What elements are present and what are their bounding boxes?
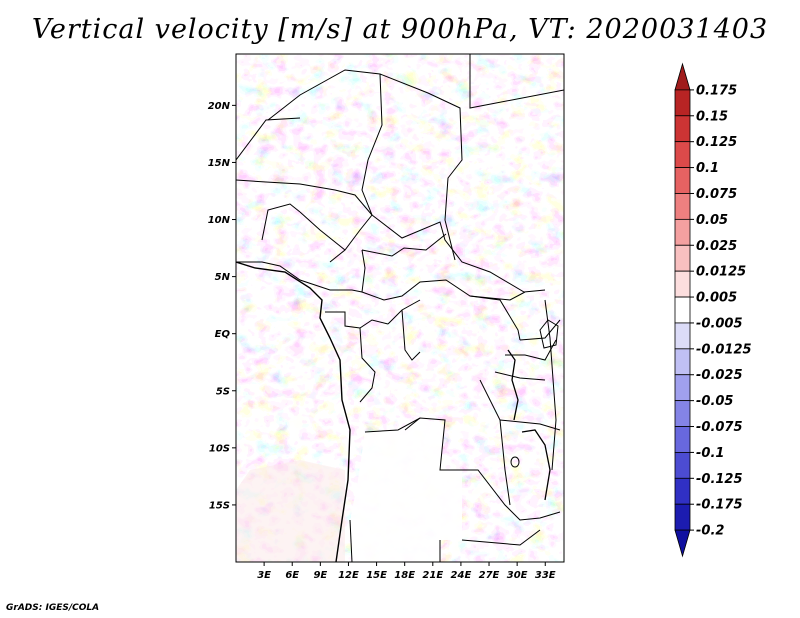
lon-label: 33E <box>535 570 556 581</box>
lat-label: 20N <box>208 101 231 112</box>
colorbar-label: -0.2 <box>696 524 724 539</box>
lon-label: 12E <box>338 570 359 581</box>
lon-label: 21E <box>422 570 443 581</box>
lon-label: 6E <box>285 570 299 581</box>
map-title: Vertical velocity [m/s] at 900hPa, VT: 2… <box>31 14 769 45</box>
colorbar-label: -0.075 <box>696 420 743 435</box>
colorbar-swatch <box>674 503 691 531</box>
colorbar-label: -0.05 <box>696 394 733 409</box>
lat-label: 15N <box>208 158 231 169</box>
colorbar-label: -0.005 <box>696 316 743 331</box>
colorbar-label: 0.025 <box>696 239 737 254</box>
colorbar-label: -0.0125 <box>696 342 752 357</box>
colorbar-label: -0.125 <box>696 472 743 487</box>
colorbar: 0.175 0.15 0.125 0.1 0.075 0.05 0.025 0.0125 0.0… <box>674 62 752 558</box>
lon-label: 30E <box>507 570 528 581</box>
colorbar-swatch <box>674 529 691 558</box>
lat-label: 10S <box>209 443 230 454</box>
country-borders <box>236 54 564 562</box>
colorbar-swatch <box>674 89 691 117</box>
colorbar-swatch <box>674 244 691 272</box>
lon-label: 3E <box>257 570 271 581</box>
colorbar-label: 0.175 <box>696 83 737 98</box>
velocity-field <box>236 54 564 562</box>
colorbar-swatch <box>674 374 691 402</box>
colorbar-swatch <box>674 296 691 324</box>
lon-label: 27E <box>479 570 500 581</box>
lon-label: 9E <box>313 570 327 581</box>
lat-label: 15S <box>209 500 230 511</box>
colorbar-swatch <box>674 426 691 453</box>
colorbar-label: 0.0125 <box>696 265 746 280</box>
colorbar-swatch <box>674 218 691 246</box>
colorbar-swatch <box>674 348 691 376</box>
colorbar-swatch <box>674 167 691 194</box>
map-frame <box>235 53 565 563</box>
colorbar-swatch <box>674 193 691 220</box>
lon-label: 18E <box>394 570 415 581</box>
lon-label: 15E <box>366 570 387 581</box>
colorbar-label: 0.005 <box>696 291 737 306</box>
lat-label: 5S <box>216 386 230 397</box>
lat-label: 5N <box>215 272 231 283</box>
colorbar-label: 0.1 <box>696 161 719 176</box>
colorbar-swatch <box>674 322 691 350</box>
colorbar-label: -0.175 <box>696 498 743 513</box>
colorbar-swatch <box>674 477 691 505</box>
lat-label: 10N <box>208 215 231 226</box>
colorbar-label: 0.125 <box>696 135 737 150</box>
colorbar-swatch <box>674 400 691 427</box>
colorbar-label: -0.025 <box>696 368 743 383</box>
colorbar-swatch <box>674 141 691 168</box>
colorbar-label: -0.1 <box>696 446 724 461</box>
colorbar-swatch <box>674 270 691 298</box>
colorbar-label: 0.15 <box>696 109 728 124</box>
colorbar-swatch <box>674 62 691 91</box>
lat-label: EQ <box>215 329 231 340</box>
colorbar-swatch <box>674 115 691 143</box>
lon-axis: 3E 6E 9E 12E 15E 18E 21E 24E 27E 30E 33E <box>257 562 556 581</box>
colorbar-swatch <box>674 452 691 479</box>
colorbar-label: 0.075 <box>696 187 737 202</box>
lon-label: 24E <box>451 570 472 581</box>
lat-axis: 20N 15N 10N 5N EQ 5S 10S 15S <box>208 101 236 511</box>
credit-text: GrADS: IGES/COLA <box>6 603 100 613</box>
colorbar-label: 0.05 <box>696 213 728 228</box>
